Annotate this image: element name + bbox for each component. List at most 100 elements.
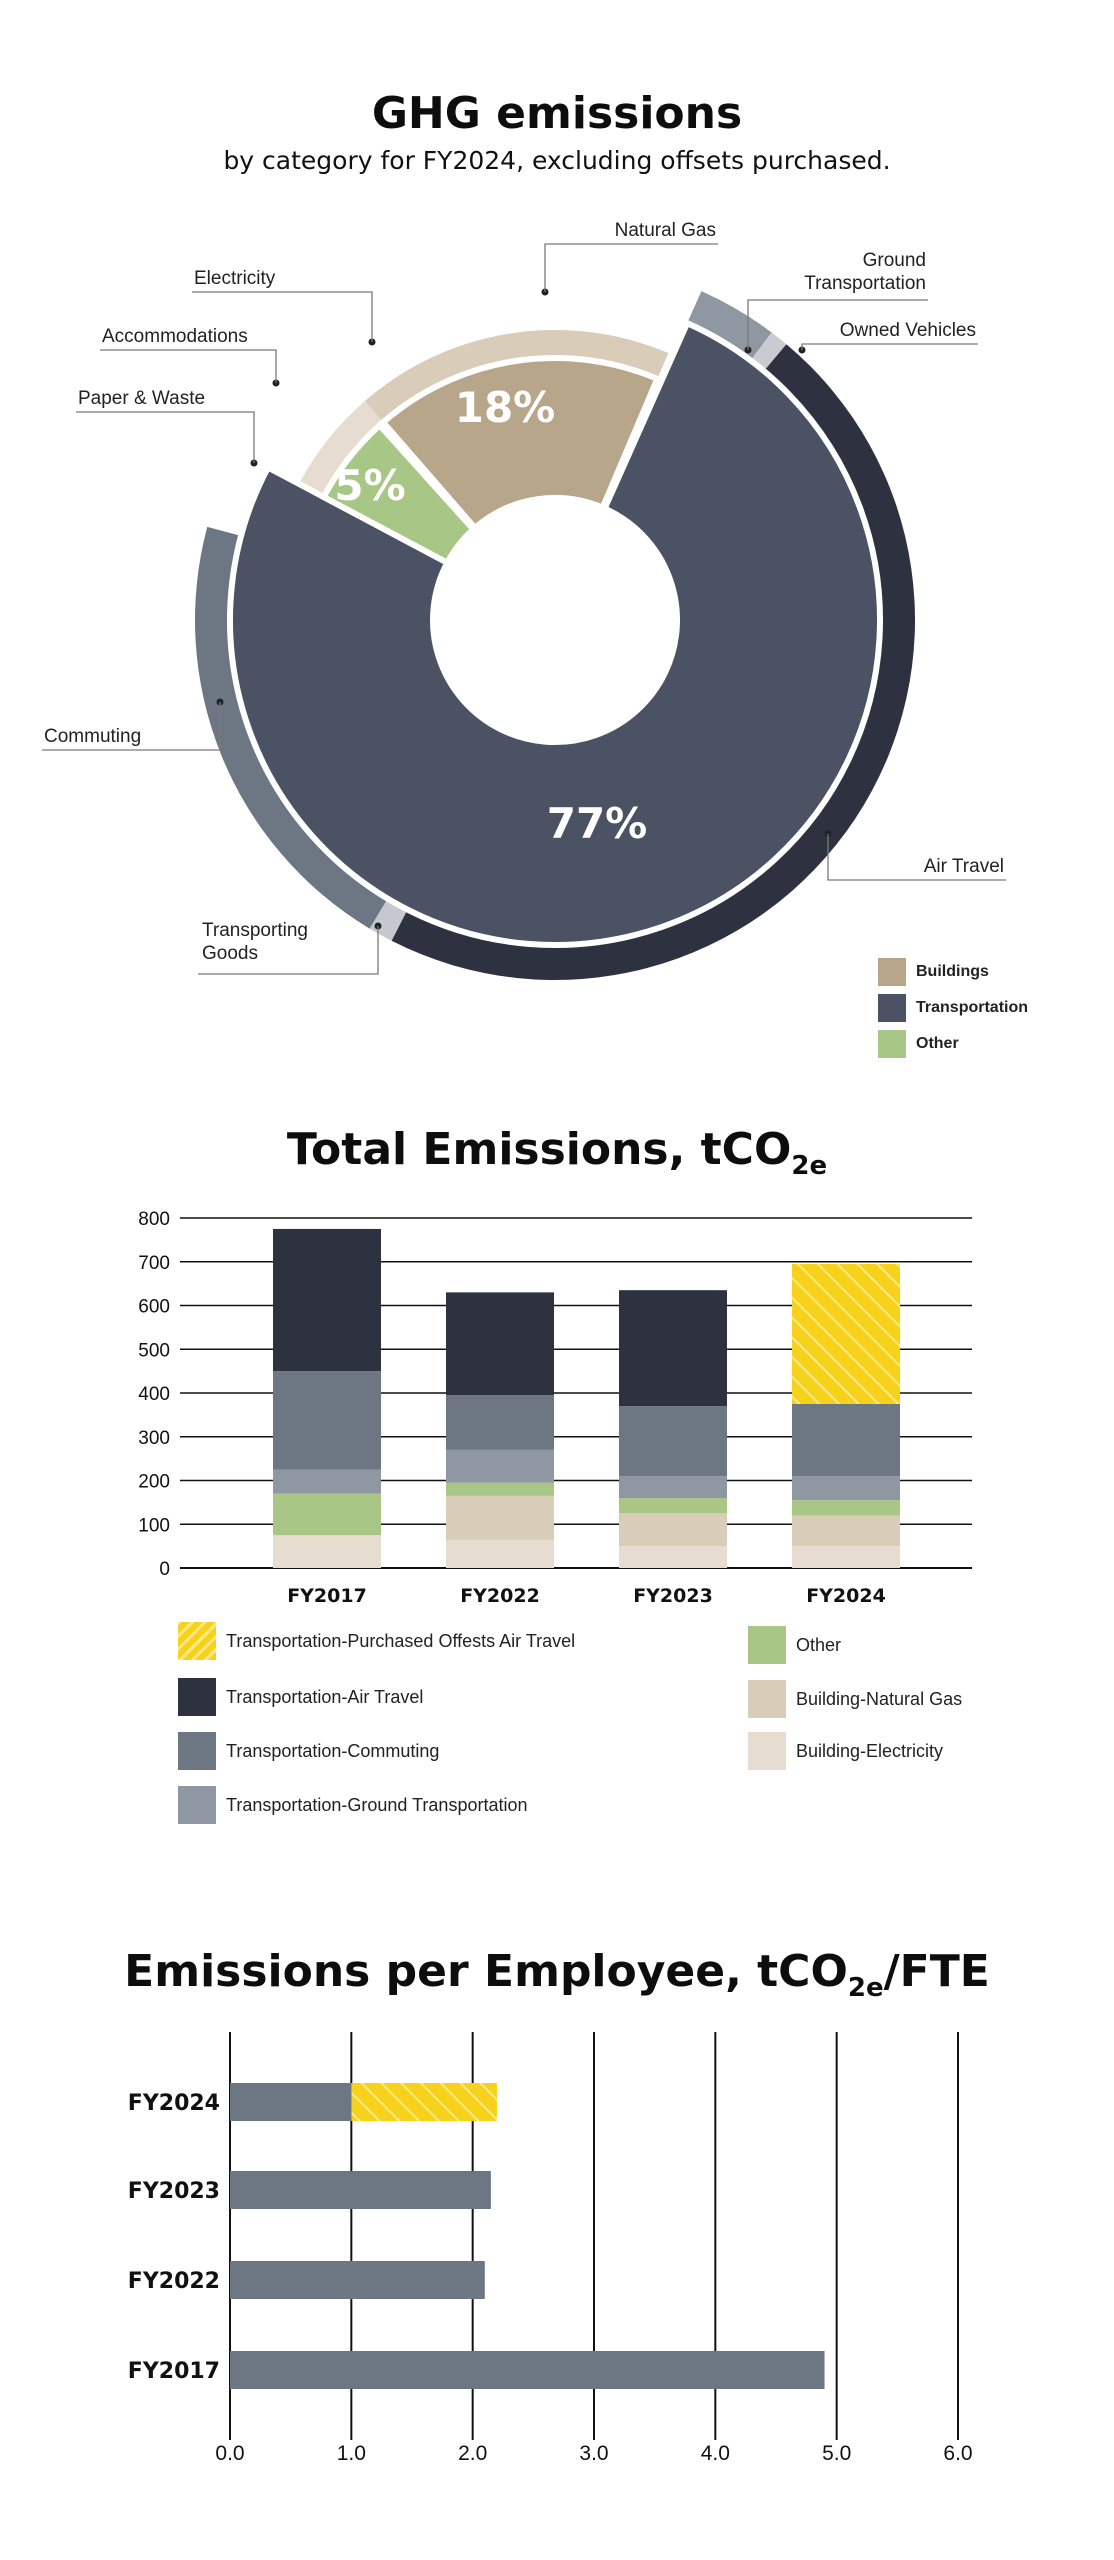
- callout-line-accommodations: [100, 349, 277, 383]
- h-y-tick-fy2023: FY2023: [128, 2179, 220, 2204]
- y-tick-700: 700: [138, 1253, 170, 1274]
- hbar-fy2024-offset: [351, 2083, 497, 2121]
- bar-legend-item-other: Other: [748, 1626, 841, 1664]
- donut-legend-item-transportation: Transportation: [878, 994, 1028, 1022]
- callout-label-accommodations: Accommodations: [102, 326, 248, 347]
- bar-legend-swatch-transportation-purchased-offests-air-travel: [178, 1622, 216, 1660]
- donut-hole: [435, 500, 675, 740]
- bar-fy2024-building-electricity: [792, 1546, 900, 1568]
- y-tick-400: 400: [138, 1384, 170, 1405]
- bar-legend-label-transportation-air-travel: Transportation-Air Travel: [226, 1686, 424, 1707]
- y-tick-300: 300: [138, 1428, 170, 1449]
- per-employee-title-main: Emissions per Employee, tCO: [124, 1946, 848, 1997]
- donut-outer-slice-electricity: [298, 401, 385, 498]
- donut-chart-title: GHG emissions: [371, 88, 743, 139]
- donut-legend-swatch-other: [878, 1030, 906, 1058]
- callout-line-natural-gas: [544, 243, 718, 292]
- y-tick-800: 800: [138, 1209, 170, 1230]
- donut-percent-buildings: 18%: [455, 383, 556, 432]
- total-emissions-title-sub: 2e: [791, 1151, 828, 1181]
- bar-legend-label-building-electricity: Building-Electricity: [796, 1740, 944, 1761]
- donut-percent-other: 5%: [334, 461, 405, 510]
- bar-legend-swatch-transportation-ground-transportation: [178, 1786, 216, 1824]
- bar-fy2022-other: [446, 1482, 554, 1496]
- bar-fy2022-transportation-air-travel: [446, 1292, 554, 1396]
- bar-fy2017-building-electricity: [273, 1535, 381, 1568]
- callout-line-transporting-goods: [198, 926, 379, 975]
- callout-label-air-travel: Air Travel: [924, 856, 1004, 877]
- donut-slice-buildings: [378, 355, 662, 533]
- bar-legend-swatch-transportation-air-travel: [178, 1678, 216, 1716]
- donut-legend-swatch-buildings: [878, 958, 906, 986]
- donut-outer-slice-natural-gas: [364, 330, 669, 424]
- donut-legend-label-transportation: Transportation: [916, 999, 1029, 1016]
- total-emissions-title-main: Total Emissions, tCO: [286, 1124, 792, 1175]
- bar-fy2022-transportation-commuting: [446, 1395, 554, 1450]
- h-x-tick-0: 0.0: [215, 2442, 244, 2465]
- callout-label-ground-transportation: Ground Transportation: [804, 250, 926, 294]
- y-tick-0: 0: [159, 1559, 170, 1580]
- x-tick-fy2023: FY2023: [633, 1585, 713, 1607]
- bar-legend-item-building-electricity: Building-Electricity: [748, 1732, 943, 1770]
- bar-legend-swatch-other: [748, 1626, 786, 1664]
- bar-fy2023-building-natural-gas: [619, 1513, 727, 1547]
- donut-chart-subtitle: by category for FY2024, excluding offset…: [223, 146, 891, 175]
- bar-legend-label-other: Other: [796, 1634, 842, 1655]
- donut-legend-item-other: Other: [878, 1030, 959, 1058]
- bar-fy2022-building-natural-gas: [446, 1495, 554, 1540]
- bar-fy2017-other: [273, 1493, 381, 1536]
- callout-label-commuting: Commuting: [44, 726, 141, 747]
- callout-line-electricity: [192, 291, 373, 342]
- total-emissions-chart: 0 100 200 300 400 500 600 700 800 FY2017 FY2022 FY2…: [138, 1209, 972, 1607]
- donut-slice-other: [319, 421, 478, 567]
- bar-legend-item-transportation-commuting: Transportation-Commuting: [178, 1732, 439, 1770]
- h-x-tick-1: 1.0: [337, 2442, 366, 2465]
- h-x-tick-6: 6.0: [943, 2442, 972, 2465]
- bar-legend-label-transportation-purchased-offests-air-travel: Transportation-Purchased Offests Air Tra…: [226, 1630, 576, 1651]
- bar-fy2017-transportation-air-travel: [273, 1228, 381, 1372]
- bar-fy2023-transportation-ground-transportation: [619, 1476, 727, 1498]
- bar-legend-item-building-natural-gas: Building-Natural Gas: [748, 1680, 962, 1718]
- bar-legend-label-transportation-ground-transportation: Transportation-Ground Transportation: [226, 1794, 528, 1815]
- total-emissions-title: Total Emissions, tCO2e: [0, 1124, 1114, 1181]
- total-emissions-legend: Transportation-Purchased Offests Air Tra…: [178, 1622, 1058, 1842]
- bar-fy2017-transportation-ground-transportation: [273, 1469, 381, 1494]
- donut-legend-label-buildings: Buildings: [916, 963, 989, 980]
- callout-line-paper-waste: [76, 411, 255, 463]
- h-x-tick-5: 5.0: [822, 2442, 851, 2465]
- hbar-fy2023-emissions: [230, 2171, 491, 2209]
- callout-line-owned-vehicles: [801, 343, 978, 350]
- bar-legend-item-transportation-air-travel: Transportation-Air Travel: [178, 1678, 423, 1716]
- donut-chart: Natural Gas Electricity Ground Transportati…: [42, 220, 1006, 981]
- donut-legend-item-buildings: Buildings: [878, 958, 989, 986]
- callout-label-owned-vehicles: Owned Vehicles: [840, 320, 976, 341]
- per-employee-title-sub: 2e: [847, 1973, 884, 2003]
- callout-label-electricity: Electricity: [194, 268, 276, 289]
- bar-fy2022-building-electricity: [446, 1539, 554, 1568]
- h-y-tick-fy2017: FY2017: [128, 2359, 220, 2384]
- x-tick-fy2017: FY2017: [287, 1585, 367, 1607]
- callout-label-natural-gas: Natural Gas: [615, 220, 716, 241]
- bar-legend-label-transportation-commuting: Transportation-Commuting: [226, 1740, 440, 1761]
- callout-line-air-travel: [827, 834, 1006, 881]
- donut-percent-transportation: 77%: [547, 799, 648, 848]
- donut-legend: Buildings Transportation Other: [878, 958, 1098, 1068]
- donut-legend-label-other: Other: [916, 1035, 959, 1052]
- y-tick-600: 600: [138, 1297, 170, 1318]
- hbar-fy2022-emissions: [230, 2261, 485, 2299]
- bar-fy2024-transportation-commuting: [792, 1403, 900, 1477]
- bar-fy2023-transportation-air-travel: [619, 1290, 727, 1407]
- callout-line-commuting: [42, 702, 221, 751]
- x-tick-fy2022: FY2022: [460, 1585, 540, 1607]
- x-tick-fy2024: FY2024: [806, 1585, 886, 1607]
- bar-fy2017-transportation-commuting: [273, 1371, 381, 1470]
- bar-fy2023-building-electricity: [619, 1546, 727, 1568]
- hbar-fy2024-emissions: [230, 2083, 352, 2121]
- bar-fy2023-other: [619, 1498, 727, 1514]
- y-tick-500: 500: [138, 1340, 170, 1361]
- hbar-fy2017-emissions: [230, 2351, 825, 2389]
- bar-fy2024-transportation-purchased-offests-air-travel: [792, 1263, 900, 1404]
- h-x-tick-4: 4.0: [701, 2442, 730, 2465]
- per-employee-title: Emissions per Employee, tCO2e/FTE: [0, 1946, 1114, 2003]
- donut-legend-swatch-transportation: [878, 994, 906, 1022]
